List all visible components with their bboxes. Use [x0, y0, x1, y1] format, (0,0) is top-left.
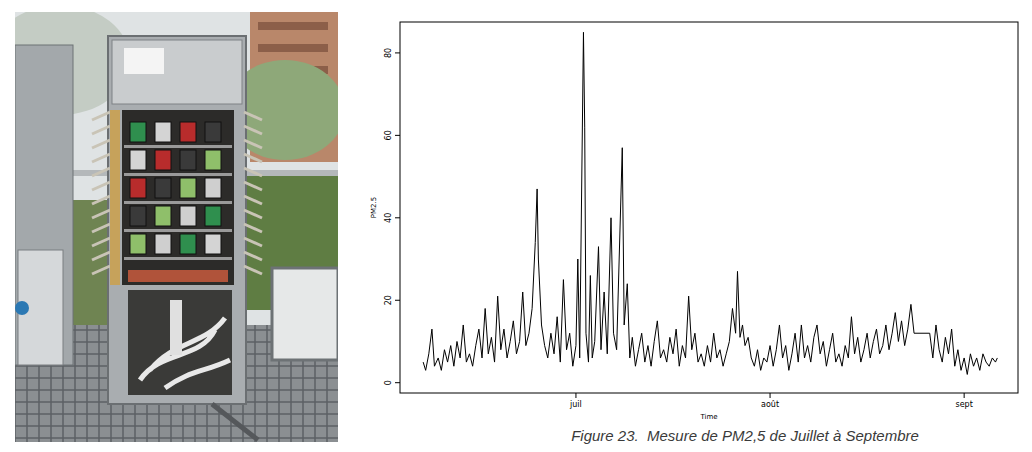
photo-louver: [92, 266, 110, 274]
y-tick-label: 0: [384, 380, 393, 385]
photo-shelf: [124, 201, 232, 204]
x-tick-label: sept: [955, 400, 972, 409]
photo-cable-floor: [212, 404, 258, 440]
data-line: [423, 32, 997, 374]
photo-sensor: [205, 234, 221, 254]
y-tick: [395, 300, 400, 301]
photo-louver: [92, 196, 110, 204]
photo-grate: [15, 437, 338, 439]
photo-sensor: [205, 206, 221, 226]
photo-sensor: [155, 206, 171, 226]
photo-box-header: [112, 40, 242, 104]
photo-sensor: [205, 150, 221, 170]
y-tick: [395, 52, 400, 53]
y-tick: [395, 135, 400, 136]
photo-louver: [92, 224, 110, 232]
photo-sensor: [130, 206, 146, 226]
photo-sign: [272, 268, 338, 360]
photo-louver: [244, 252, 262, 260]
x-tick: [770, 393, 771, 398]
photo-shelf: [124, 229, 232, 232]
photo: [15, 12, 338, 442]
y-tick-label: 60: [384, 130, 393, 140]
caption: Figure 23. Mesure de PM2,5 de Juillet à …: [571, 427, 919, 444]
photo-sensor: [155, 150, 171, 170]
page: 0 20 40 60 80 juil août sept Time PM2.5 Figure 23.…: [0, 0, 1032, 452]
photo-sensor: [155, 122, 171, 142]
photo-window-row: [258, 44, 328, 52]
photo-sensor: [155, 234, 171, 254]
photo-window-row: [258, 22, 328, 30]
x-tick: [964, 393, 965, 398]
photo-sensor: [180, 122, 196, 142]
plot-frame: [400, 22, 1018, 393]
photo-base: [128, 270, 228, 282]
photo-louver: [244, 182, 262, 190]
photo-louver: [244, 196, 262, 204]
photo-louver: [92, 168, 110, 176]
y-tick: [395, 382, 400, 383]
photo-cavity: [122, 110, 234, 285]
photo-shelf: [124, 145, 232, 148]
photo-sensor: [180, 206, 196, 226]
y-tick-label: 80: [384, 48, 393, 58]
photo-lower: [128, 290, 232, 395]
photo-louver: [244, 238, 262, 246]
photo-sensor: [130, 122, 146, 142]
x-tick: [575, 393, 576, 398]
photo-sensor: [130, 234, 146, 254]
photo-shelf: [124, 173, 232, 176]
photo-louver: [244, 210, 262, 218]
photo-grate: [15, 425, 338, 427]
photo-louver: [92, 154, 110, 162]
photo-sensor: [155, 178, 171, 198]
photo-sensor: [130, 178, 146, 198]
photo-louver: [244, 154, 262, 162]
photo-cables: [140, 318, 230, 388]
photo-louver: [244, 266, 262, 274]
y-tick: [395, 217, 400, 218]
photo-louver: [244, 168, 262, 176]
photo-louver: [92, 140, 110, 148]
y-axis-label: PM2.5: [370, 197, 378, 218]
photo-louver: [244, 140, 262, 148]
plot-area: [423, 32, 997, 374]
photo-louver: [92, 112, 110, 120]
photo-shelf: [124, 257, 232, 260]
photo-louver: [244, 112, 262, 120]
photo-louver: [92, 252, 110, 260]
photo-sensor: [205, 178, 221, 198]
photo-sensor: [205, 122, 221, 142]
photo-sensor: [180, 150, 196, 170]
photo-box: [108, 36, 246, 404]
photo-louver: [92, 210, 110, 218]
photo-sensor: [180, 234, 196, 254]
y-tick-label: 20: [384, 295, 393, 305]
y-tick-label: 40: [384, 213, 393, 223]
photo-grate: [15, 413, 338, 415]
photo-sensor: [180, 178, 196, 198]
photo-louver: [92, 182, 110, 190]
x-axis-label: Time: [699, 413, 717, 421]
photo-sticker: [124, 48, 164, 74]
photo-sensor: [130, 150, 146, 170]
photo-louver: [244, 224, 262, 232]
x-tick-label: août: [761, 400, 779, 409]
photo-louver: [244, 126, 262, 134]
photo-louver: [92, 238, 110, 246]
photo-box-left: [15, 45, 73, 365]
photo-logo: [15, 301, 29, 315]
photo-door-edge: [110, 110, 120, 285]
photo-louver: [92, 126, 110, 134]
x-tick-label: juil: [569, 400, 582, 409]
photo-pipe: [170, 300, 182, 355]
